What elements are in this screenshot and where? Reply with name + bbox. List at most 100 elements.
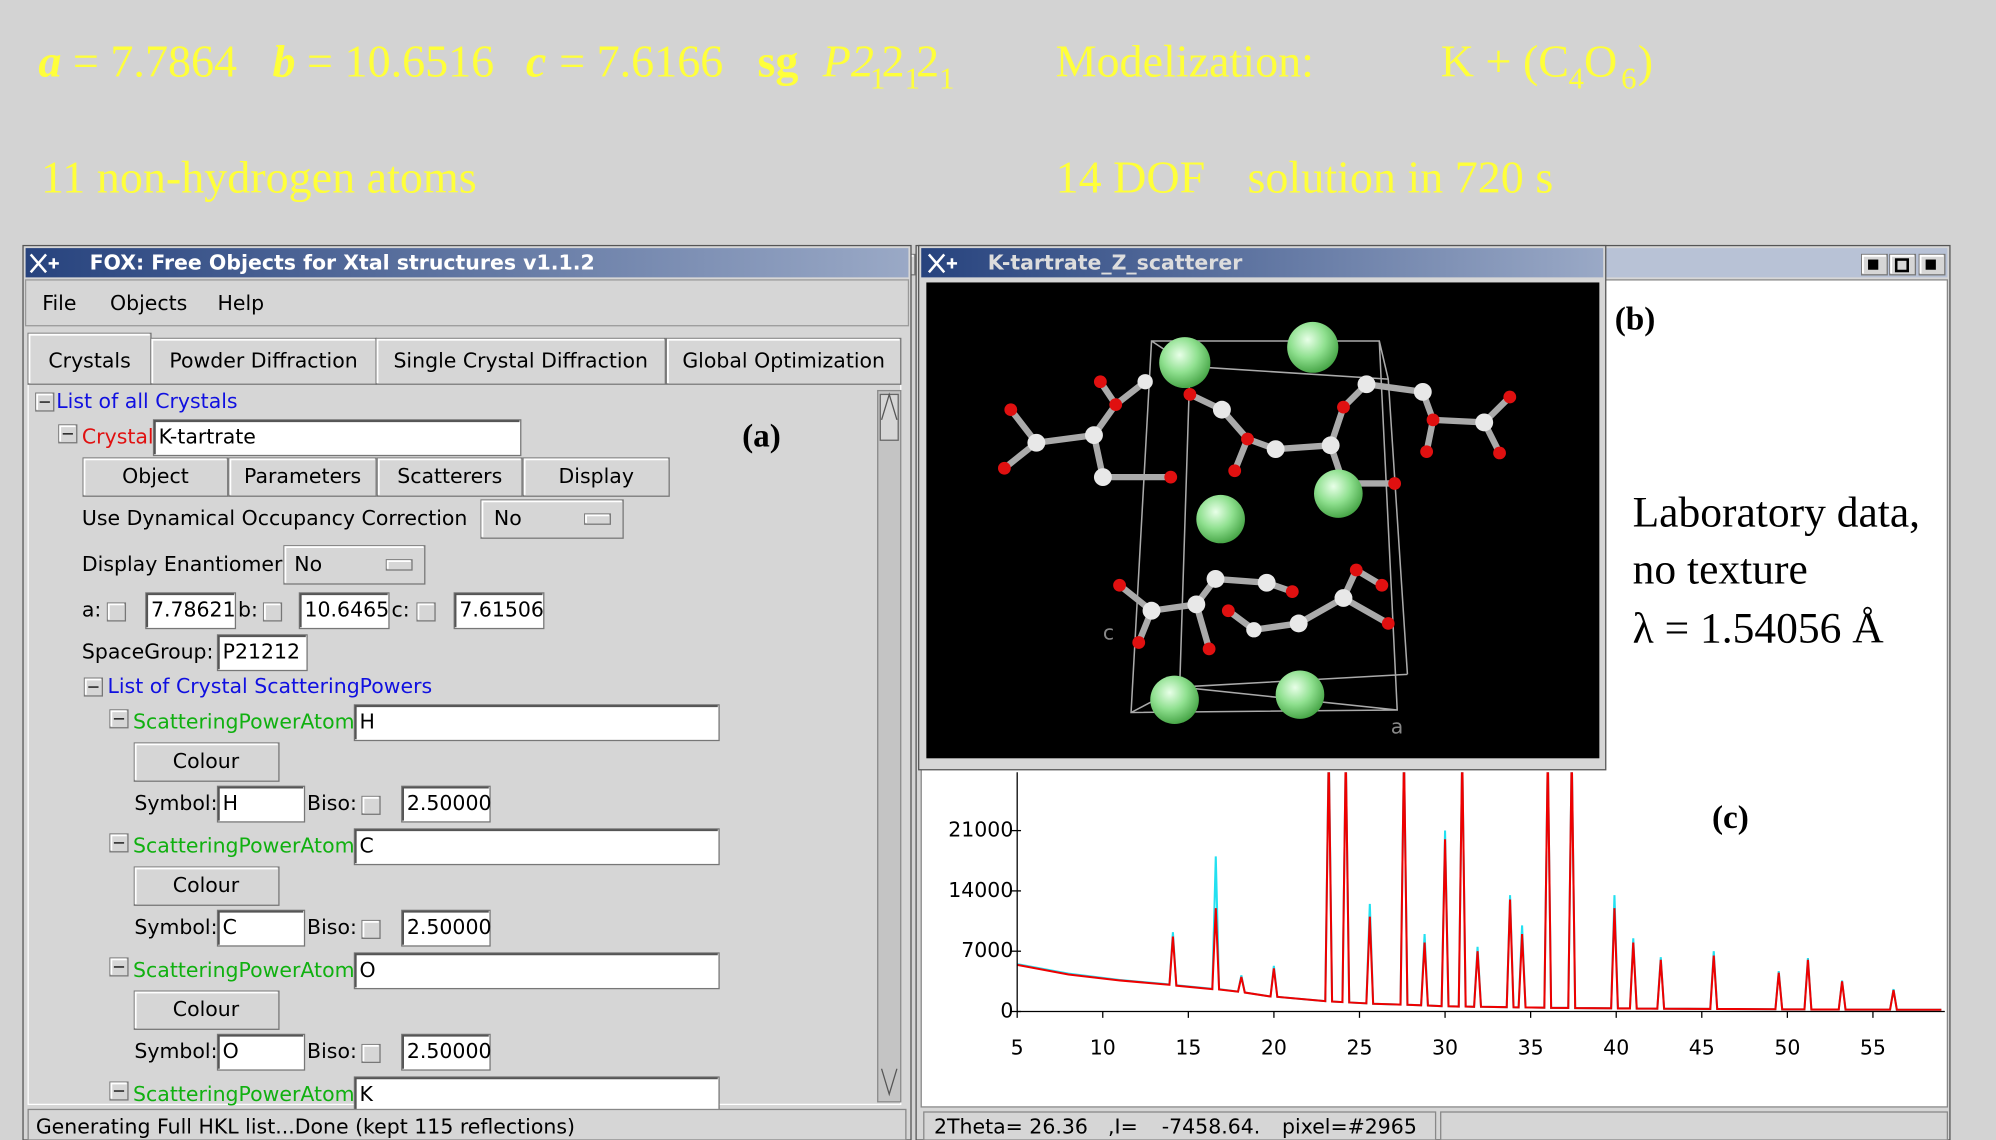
sg-sub: 1: [939, 62, 954, 96]
button-label[interactable]: Object: [122, 464, 189, 488]
tree-node[interactable]: List of all Crystals: [56, 389, 237, 413]
text-input[interactable]: [354, 705, 719, 741]
option-value[interactable]: No: [294, 552, 322, 576]
option-value[interactable]: No: [494, 506, 522, 530]
button-label[interactable]: Scatterers: [397, 464, 502, 488]
x-tick-label: 30: [1432, 1035, 1458, 1059]
button-label[interactable]: Colour: [173, 997, 240, 1021]
field-label: Biso:: [307, 791, 357, 815]
tree-node[interactable]: ScatteringPowerAtom: [133, 1082, 354, 1106]
model-formula: ): [1638, 36, 1653, 87]
button-label[interactable]: Colour: [173, 873, 240, 897]
field-label: c:: [392, 598, 410, 622]
panel-label: (c): [1712, 799, 1749, 836]
sg-symbol: 2: [882, 36, 905, 87]
input-text[interactable]: 7.78621: [151, 598, 236, 622]
x-tick-label: 20: [1261, 1035, 1287, 1059]
window-title: FOX: Free Objects for Xtal structures v1…: [90, 250, 595, 274]
field-label: Display Enantiomer: [82, 552, 283, 576]
structure-window: K-tartrate_Z_scatterer c a: [919, 246, 1606, 770]
x-tick-label: 15: [1175, 1035, 1201, 1059]
c-value: = 7.6166: [559, 36, 723, 87]
tab-label[interactable]: Powder Diffraction: [169, 348, 357, 372]
field-label: Use Dynamical Occupancy Correction: [82, 506, 468, 530]
field-label: a:: [82, 598, 101, 622]
status-box: [1441, 1112, 1948, 1140]
tree-node[interactable]: ScatteringPowerAtom: [133, 834, 354, 858]
text-input[interactable]: [354, 1077, 719, 1113]
x-tick-label: 5: [1011, 1035, 1024, 1059]
viewport: [926, 282, 1599, 758]
input-text[interactable]: H: [360, 710, 375, 734]
tab-label[interactable]: Global Optimization: [682, 348, 885, 372]
scrollbar[interactable]: [878, 391, 901, 1102]
field-label: Symbol:: [134, 915, 217, 939]
input-text[interactable]: 2.50000: [407, 791, 492, 815]
field-label: b:: [238, 598, 258, 622]
status-text: 2Theta= 26.36: [934, 1114, 1088, 1138]
screenshot: a = 7.7864 b = 10.6516 c = 7.6166 sg P2 …: [0, 0, 1996, 1140]
y-tick-label: 21000: [948, 818, 1013, 842]
input-text[interactable]: O: [360, 958, 376, 982]
model-formula: K + (C: [1441, 36, 1569, 87]
b-label: b: [273, 36, 296, 87]
input-text[interactable]: 10.6465: [305, 598, 390, 622]
sg-symbol: P2: [822, 36, 874, 87]
x-tick-label: 55: [1860, 1035, 1886, 1059]
input-text[interactable]: 2.50000: [407, 915, 492, 939]
input-text[interactable]: K-tartrate: [159, 425, 256, 449]
atoms: 11 non-hydrogen atoms: [41, 152, 477, 203]
input-text[interactable]: C: [223, 915, 237, 939]
panel-label: (a): [742, 418, 781, 455]
page: a = 7.7864 b = 10.6516 c = 7.6166 sg P2 …: [0, 0, 1996, 1140]
c-label: c: [526, 36, 546, 87]
y-tick-label: 7000: [961, 938, 1013, 962]
tree-node[interactable]: Crystal: [82, 425, 154, 449]
sg-label: sg: [757, 36, 798, 87]
tab-label[interactable]: Crystals: [48, 348, 130, 372]
x-tick-label: 45: [1689, 1035, 1715, 1059]
tree-node[interactable]: List of Crystal ScatteringPowers: [107, 674, 432, 698]
tree-node[interactable]: ScatteringPowerAtom: [133, 710, 354, 734]
button-label[interactable]: Display: [559, 464, 634, 488]
formula-sub: 6: [1621, 62, 1636, 96]
dof: 14 DOF: [1056, 152, 1206, 203]
text-input[interactable]: [354, 829, 719, 865]
status-text: Generating Full HKL list...Done (kept 11…: [36, 1114, 575, 1138]
checkbox[interactable]: [264, 603, 282, 621]
a-label: a: [38, 36, 61, 87]
menu-item[interactable]: File: [42, 291, 76, 315]
status-text: ,I=: [1108, 1114, 1138, 1138]
y-tick-label: 0: [1000, 999, 1013, 1023]
model-formula: O: [1584, 36, 1617, 87]
text-input[interactable]: [354, 953, 719, 989]
note: no texture: [1633, 546, 1808, 594]
input-text[interactable]: 7.61506: [459, 598, 544, 622]
checkbox[interactable]: [362, 921, 380, 939]
y-tick-label: 14000: [948, 878, 1013, 902]
solution: solution in 720 s: [1248, 152, 1554, 203]
input-text[interactable]: 2.50000: [407, 1039, 492, 1063]
button-label[interactable]: Parameters: [244, 464, 361, 488]
menu-item[interactable]: Objects: [110, 291, 187, 315]
menu-item[interactable]: Help: [218, 291, 265, 315]
model-label: Modelization:: [1056, 36, 1314, 87]
formula-sub: 4: [1569, 62, 1584, 96]
tree-node[interactable]: ScatteringPowerAtom: [133, 958, 354, 982]
panel-label: (b): [1615, 301, 1656, 338]
sg-symbol: 2: [916, 36, 939, 87]
input-text[interactable]: K: [360, 1082, 374, 1106]
input-text[interactable]: P21212: [223, 640, 300, 664]
x-tick-label: 50: [1774, 1035, 1800, 1059]
input-text[interactable]: O: [223, 1039, 239, 1063]
input-text[interactable]: C: [360, 834, 374, 858]
checkbox[interactable]: [362, 796, 380, 814]
checkbox[interactable]: [362, 1045, 380, 1063]
checkbox[interactable]: [417, 603, 435, 621]
checkbox[interactable]: [107, 603, 125, 621]
fox-window: FOX: Free Objects for Xtal structures v1…: [23, 246, 911, 1140]
tab-label[interactable]: Single Crystal Diffraction: [393, 348, 648, 372]
x-tick-label: 35: [1518, 1035, 1544, 1059]
input-text[interactable]: H: [223, 791, 238, 815]
button-label[interactable]: Colour: [173, 749, 240, 773]
